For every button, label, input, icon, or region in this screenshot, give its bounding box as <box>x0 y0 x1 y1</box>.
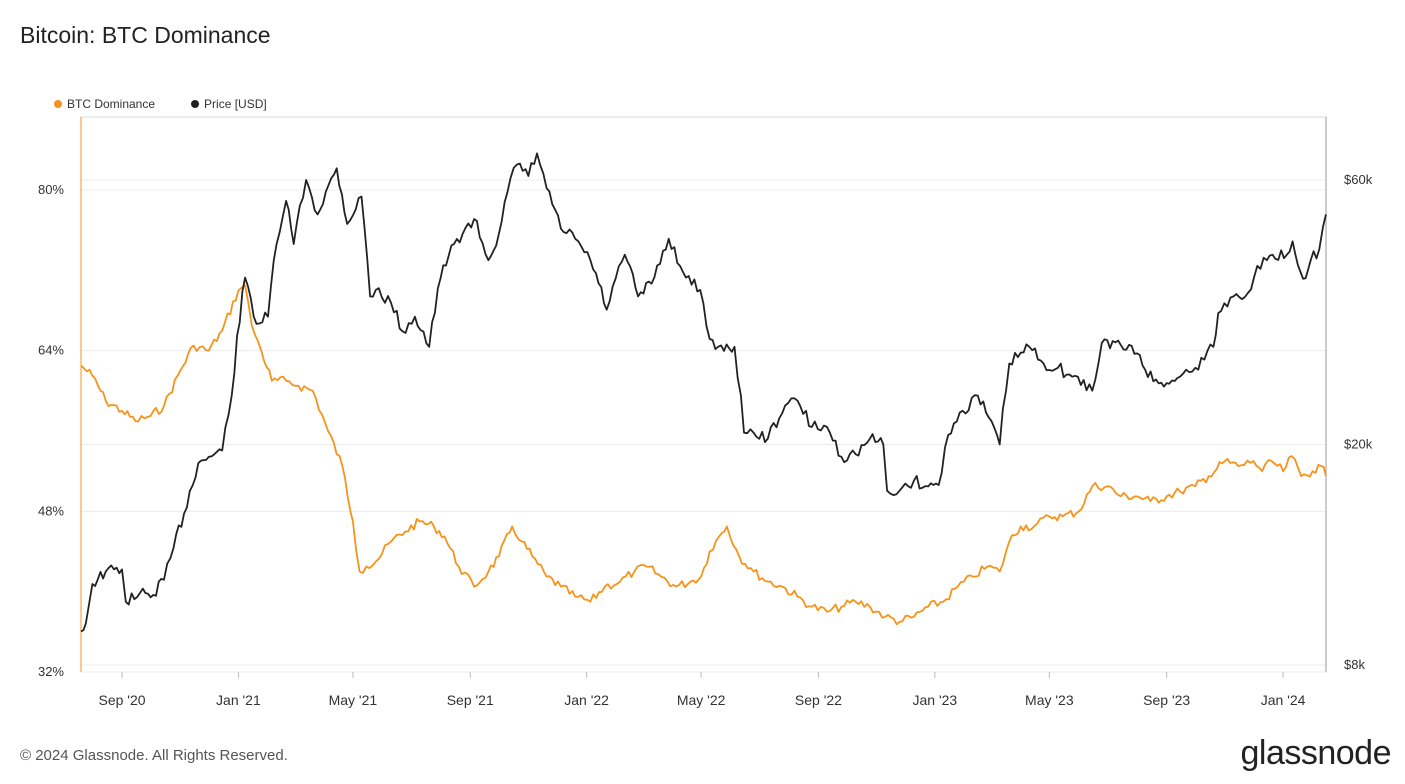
y-right-tick-label: $8k <box>1344 657 1365 672</box>
x-tick-label: Sep '20 <box>98 692 145 708</box>
x-tick-label: Jan '24 <box>1261 692 1306 708</box>
y-left-tick-label: 80% <box>38 182 64 197</box>
brand-logo: glassnode <box>1240 734 1391 772</box>
copyright-footer: © 2024 Glassnode. All Rights Reserved. <box>20 747 288 764</box>
y-right-tick-label: $60k <box>1344 172 1373 187</box>
x-tick-label: May '21 <box>329 692 378 708</box>
legend: BTC Dominance Price [USD] <box>54 97 267 111</box>
series-line-price-usd[interactable] <box>80 152 1327 633</box>
legend-label-price: Price [USD] <box>204 97 267 111</box>
x-tick-label: Sep '23 <box>1143 692 1190 708</box>
x-tick-label: Jan '23 <box>912 692 957 708</box>
y-left-tick-label: 64% <box>38 343 64 358</box>
y-left-tick-label: 32% <box>38 664 64 679</box>
x-tick-label: Jan '21 <box>216 692 261 708</box>
y-left-tick-label: 48% <box>38 503 64 518</box>
x-tick-label: Sep '22 <box>795 692 842 708</box>
legend-item-price[interactable]: Price [USD] <box>191 97 267 111</box>
x-tick-label: Jan '22 <box>564 692 609 708</box>
legend-dot-price <box>191 100 200 108</box>
plot-frame <box>80 116 1327 673</box>
series-line-btc-dominance[interactable] <box>80 284 1327 626</box>
legend-dot-dominance <box>54 100 62 108</box>
x-tick-label: May '22 <box>677 692 726 708</box>
y-right-tick-label: $20k <box>1344 436 1373 451</box>
legend-item-dominance[interactable]: BTC Dominance <box>54 97 155 111</box>
x-tick-label: Sep '21 <box>447 692 494 708</box>
legend-label-dominance: BTC Dominance <box>67 97 156 111</box>
x-tick-label: May '23 <box>1025 692 1074 708</box>
chart-title: Bitcoin: BTC Dominance <box>20 22 271 48</box>
